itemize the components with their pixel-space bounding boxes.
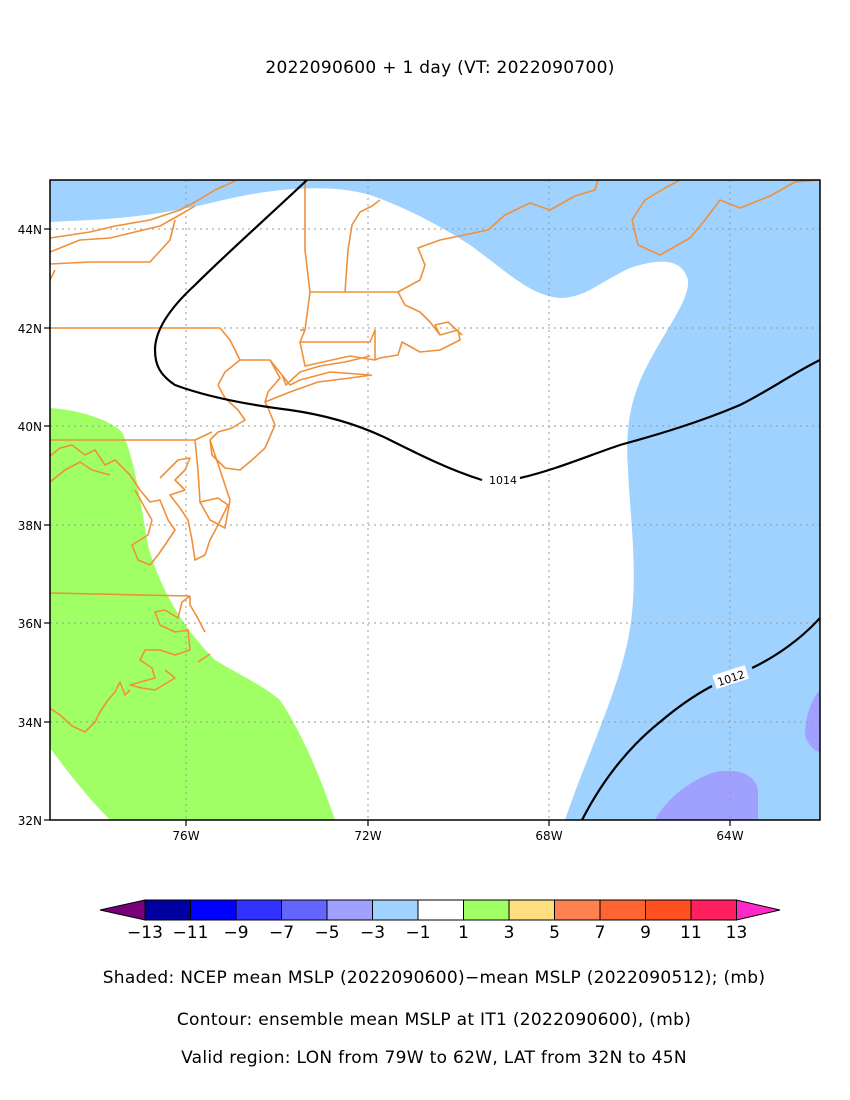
plot-area: 1014 1012 [50,180,820,820]
shade-green [50,408,335,820]
colorbar-label: −5 [314,923,339,943]
colorbar-swatch [690,899,737,921]
colorbar-swatch [326,899,373,921]
caption-region: Valid region: LON from 79W to 62W, LAT f… [181,1048,687,1068]
colorbar-swatch [508,899,555,921]
colorbar-label: −13 [127,923,163,943]
colorbar-swatch [281,899,328,921]
colorbar-label: −9 [223,923,248,943]
lat-label-32n: 32N [18,814,42,828]
lat-label-40n: 40N [18,420,42,434]
colorbar-swatch [372,899,419,921]
colorbar-swatch [144,899,191,921]
colorbar-label: 7 [595,923,606,943]
colorbar-swatch [190,899,237,921]
caption-shaded: Shaded: NCEP mean MSLP (2022090600)−mean… [102,968,766,988]
colorbar-label: −3 [360,923,385,943]
colorbar-label: 9 [640,923,651,943]
colorbar-swatch [554,899,601,921]
colorbar-label: 13 [726,923,748,943]
colorbar-label: 1 [458,923,469,943]
colorbar-arrow-high [736,899,781,921]
colorbar-labels: −13 −11 −9 −7 −5 −3 −1 1 3 5 7 9 11 13 [127,923,747,943]
lat-label-34n: 34N [18,716,42,730]
colorbar-swatch [235,899,282,921]
colorbar-swatch [417,899,464,921]
lon-label-64w: 64W [716,829,743,843]
shade-lavender-east [805,690,820,752]
colorbar-arrow-low [99,899,146,921]
coastlines-borders [50,180,820,733]
colorbar-swatch [599,899,646,921]
colorbar-swatch [645,899,692,921]
tick-marks [44,228,731,826]
contour-label-1014: 1014 [489,474,517,487]
plot-frame [49,179,821,821]
colorbar-label: −1 [405,923,430,943]
lat-label-42n: 42N [18,322,42,336]
lon-label-68w: 68W [535,829,562,843]
lon-label-72w: 72W [354,829,381,843]
contour-1012 [581,617,820,820]
colorbar-swatch [463,899,510,921]
colorbar [99,899,781,921]
colorbar-label: 5 [549,923,560,943]
shade-lavender-south [655,770,758,820]
lat-label-38n: 38N [18,519,42,533]
colorbar-label: −11 [173,923,209,943]
lat-label-44n: 44N [18,223,42,237]
shade-light-blue [50,180,820,820]
lon-label-76w: 76W [172,829,199,843]
contour-1014 [153,180,820,482]
colorbar-label: 11 [680,923,702,943]
map-title: 2022090600 + 1 day (VT: 2022090700) [265,58,615,78]
caption-contour: Contour: ensemble mean MSLP at IT1 (2022… [176,1010,692,1030]
lat-label-36n: 36N [18,617,42,631]
colorbar-label: −7 [269,923,294,943]
colorbar-label: 3 [504,923,515,943]
